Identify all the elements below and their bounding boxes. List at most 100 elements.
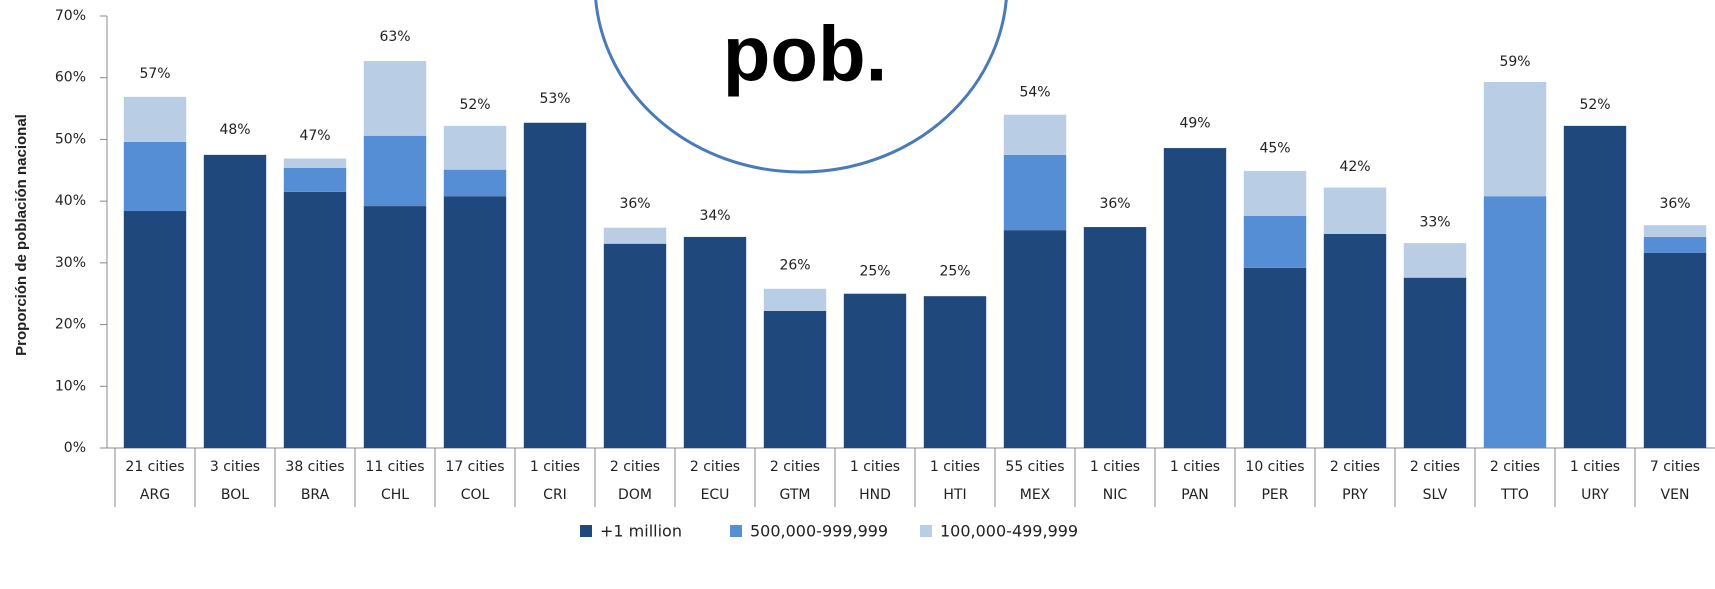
group-label: 1 cities	[1090, 459, 1140, 475]
bar-segment	[363, 135, 427, 207]
bar-segment	[1643, 252, 1707, 448]
bar-segment	[683, 236, 747, 448]
bar-segment	[763, 310, 827, 448]
x-tick-label: PRY	[1342, 487, 1368, 503]
bar-segment	[1243, 170, 1307, 216]
group-label: 7 cities	[1650, 459, 1700, 475]
bar-segment	[1243, 215, 1307, 268]
annotation-text: pob.	[723, 10, 888, 98]
bar-segment	[1643, 225, 1707, 237]
bar-segment	[763, 288, 827, 311]
x-tick-label: HND	[859, 487, 891, 503]
x-tick-label: CHL	[381, 487, 409, 503]
y-tick-label: 0%	[64, 440, 86, 456]
bar-segment	[1563, 125, 1627, 448]
total-label: 52%	[1579, 97, 1610, 113]
bar-segment	[1163, 148, 1227, 448]
bar-segment	[283, 158, 347, 168]
total-label: 25%	[939, 264, 970, 280]
bar-segment	[363, 206, 427, 448]
bar-segment	[1243, 267, 1307, 448]
x-tick-label: CRI	[543, 487, 567, 503]
total-label: 53%	[539, 91, 570, 107]
bar-segment	[1323, 187, 1387, 234]
x-tick-label: TTO	[1500, 487, 1529, 503]
bar-segment	[443, 169, 507, 197]
x-tick-label: ECU	[701, 487, 730, 503]
x-tick-label: SLV	[1423, 487, 1448, 503]
group-label: 2 cities	[610, 459, 660, 475]
annotation-circle	[594, 0, 1008, 174]
x-tick-label: HTI	[943, 487, 966, 503]
bar-segment	[923, 296, 987, 448]
bar-segment	[123, 211, 187, 448]
bar-segment	[523, 122, 587, 448]
group-label: 1 cities	[1570, 459, 1620, 475]
total-label: 54%	[1019, 85, 1050, 101]
x-tick-label: URY	[1581, 487, 1609, 503]
group-label: 38 cities	[285, 459, 344, 475]
group-label: 1 cities	[850, 459, 900, 475]
total-label: 42%	[1339, 159, 1370, 175]
x-tick-label: PAN	[1181, 487, 1209, 503]
bar-segment	[1003, 114, 1067, 155]
total-label: 36%	[1659, 196, 1690, 212]
x-tick-label: COL	[461, 487, 490, 503]
total-label: 48%	[219, 122, 250, 138]
total-label: 36%	[619, 196, 650, 212]
bar-segment	[1483, 196, 1547, 448]
bar-segment	[1003, 230, 1067, 448]
group-label: 1 cities	[930, 459, 980, 475]
total-label: 45%	[1259, 140, 1290, 156]
bar-segment	[1403, 277, 1467, 448]
bar-segment	[1323, 233, 1387, 448]
total-label: 34%	[699, 208, 730, 224]
x-tick-label: GTM	[780, 487, 811, 503]
legend-swatch	[920, 525, 932, 537]
bar-segment	[1083, 227, 1147, 448]
bar-segment	[1643, 236, 1707, 253]
total-label: 26%	[779, 258, 810, 274]
bar-segment	[363, 61, 427, 136]
bar-segment	[603, 227, 667, 244]
group-label: 2 cities	[1410, 459, 1460, 475]
y-tick-label: 40%	[55, 193, 86, 209]
group-label: 2 cities	[1490, 459, 1540, 475]
total-label: 25%	[859, 264, 890, 280]
legend-swatch	[730, 525, 742, 537]
bar-segment	[1003, 154, 1067, 231]
legend-label: +1 million	[600, 522, 682, 541]
group-label: 10 cities	[1245, 459, 1304, 475]
x-tick-label: PER	[1261, 487, 1288, 503]
group-label: 3 cities	[210, 459, 260, 475]
bar-segment	[843, 293, 907, 448]
total-label: 33%	[1419, 214, 1450, 230]
bar-segment	[283, 167, 347, 192]
group-label: 1 cities	[1170, 459, 1220, 475]
group-label: 2 cities	[770, 459, 820, 475]
bar-segment	[443, 196, 507, 448]
total-label: 63%	[379, 29, 410, 45]
group-label: 21 cities	[125, 459, 184, 475]
x-tick-label: MEX	[1020, 487, 1051, 503]
y-tick-label: 60%	[55, 70, 86, 86]
group-label: 2 cities	[690, 459, 740, 475]
total-label: 59%	[1499, 54, 1530, 70]
y-axis-label: Proporción de población nacional	[13, 114, 30, 356]
y-tick-label: 50%	[55, 131, 86, 147]
y-tick-label: 10%	[55, 378, 86, 394]
bar-segment	[1403, 243, 1467, 278]
legend-label: 500,000-999,999	[750, 522, 888, 541]
bar-segment	[603, 243, 667, 448]
y-tick-label: 20%	[55, 317, 86, 333]
group-label: 17 cities	[445, 459, 504, 475]
group-label: 55 cities	[1005, 459, 1064, 475]
group-label: 1 cities	[530, 459, 580, 475]
x-tick-label: BRA	[301, 487, 330, 503]
total-label: 52%	[459, 97, 490, 113]
bar-segment	[1483, 82, 1547, 197]
bar-segment	[123, 141, 187, 212]
x-tick-label: NIC	[1103, 487, 1128, 503]
legend-swatch	[580, 525, 592, 537]
total-label: 57%	[139, 66, 170, 82]
